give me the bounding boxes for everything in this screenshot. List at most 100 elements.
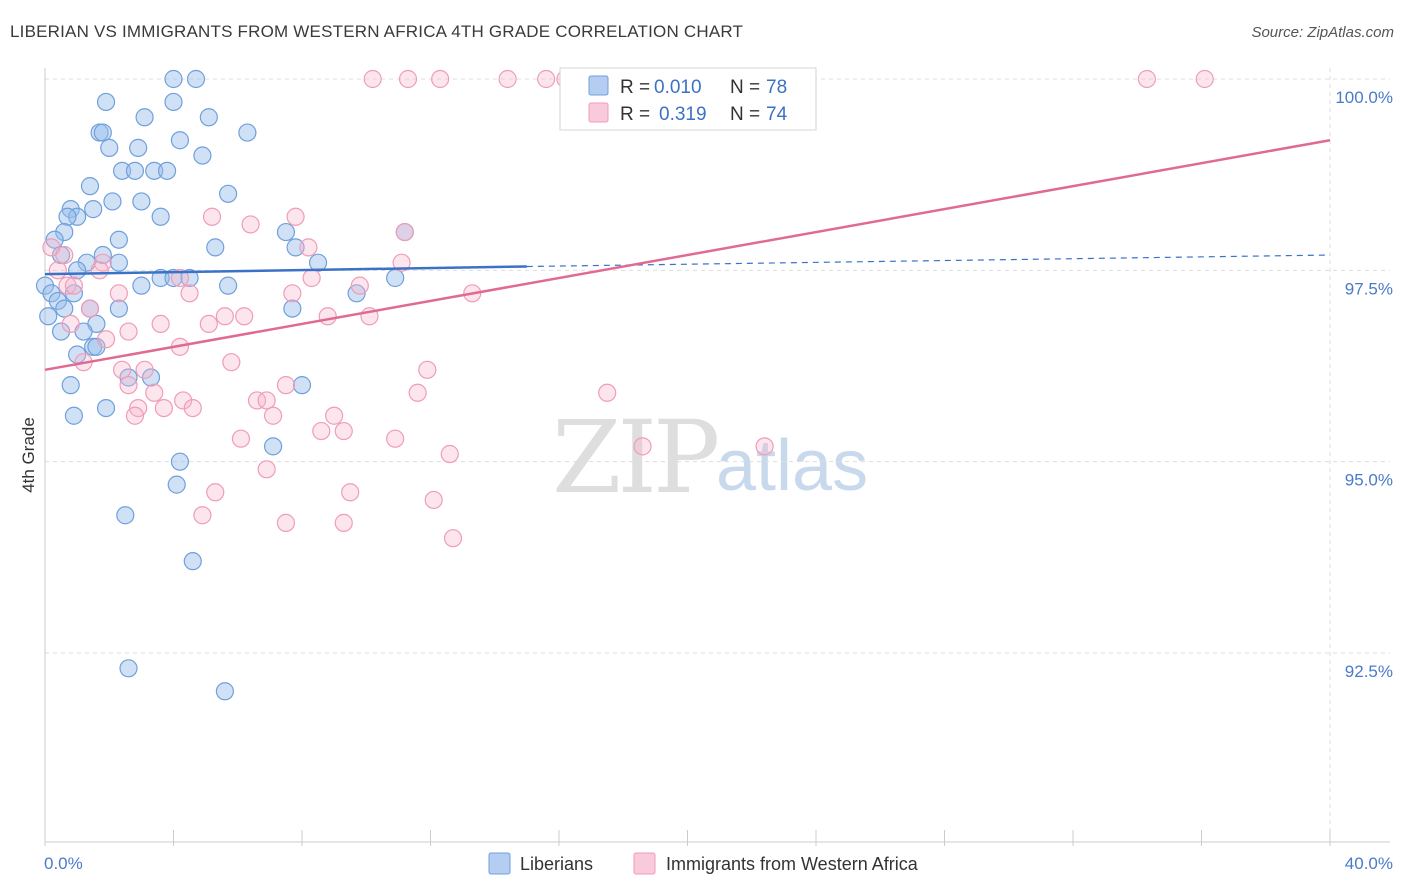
data-point-liberians bbox=[93, 245, 112, 265]
trend-line-liberians bbox=[44, 265, 527, 276]
data-point-liberians bbox=[64, 406, 84, 425]
y-tick-label: 95.0% bbox=[1345, 471, 1393, 490]
data-point-liberians bbox=[103, 192, 122, 211]
data-point-liberians bbox=[145, 161, 164, 180]
data-point-western-africa bbox=[443, 529, 463, 548]
data-point-liberians bbox=[132, 192, 151, 211]
data-point-western-africa bbox=[257, 391, 276, 410]
data-point-liberians bbox=[68, 261, 87, 280]
data-point-liberians bbox=[183, 552, 202, 571]
legend-r-value-1: 0.010 bbox=[654, 77, 702, 98]
data-point-western-africa bbox=[135, 360, 154, 379]
legend-n-value-1: 78 bbox=[766, 77, 787, 98]
source-credit: Source: ZipAtlas.com bbox=[1251, 24, 1394, 41]
x-tick-label: 0.0% bbox=[44, 854, 83, 873]
legend-n-value-2: 74 bbox=[766, 104, 788, 125]
data-point-western-africa bbox=[286, 207, 305, 226]
data-point-western-africa bbox=[151, 314, 170, 334]
data-point-western-africa bbox=[398, 69, 418, 89]
data-point-western-africa bbox=[96, 330, 116, 349]
data-point-liberians bbox=[164, 92, 183, 112]
data-point-western-africa bbox=[755, 437, 774, 456]
data-point-western-africa bbox=[395, 222, 414, 242]
data-point-western-africa bbox=[241, 215, 260, 234]
data-point-liberians bbox=[283, 299, 302, 318]
data-point-western-africa bbox=[334, 421, 353, 441]
data-point-western-africa bbox=[341, 483, 360, 502]
trend-line-western-africa bbox=[44, 138, 1331, 372]
data-point-western-africa bbox=[199, 314, 218, 334]
data-point-liberians bbox=[125, 161, 145, 180]
series-liberians bbox=[35, 69, 414, 701]
data-point-liberians bbox=[109, 299, 128, 318]
data-point-liberians bbox=[87, 337, 106, 356]
data-point-liberians bbox=[51, 322, 71, 341]
data-point-western-africa bbox=[247, 391, 267, 410]
data-point-western-africa bbox=[598, 383, 617, 402]
data-point-western-africa bbox=[170, 268, 190, 288]
legend-swatch-pink bbox=[588, 102, 609, 123]
data-point-liberians bbox=[55, 299, 74, 318]
data-point-western-africa bbox=[431, 69, 450, 89]
data-point-western-africa bbox=[299, 238, 318, 257]
data-point-liberians bbox=[39, 307, 58, 326]
data-point-liberians bbox=[167, 475, 186, 494]
data-point-liberians bbox=[199, 108, 218, 127]
legend-swatch-blue bbox=[588, 75, 609, 96]
data-point-liberians bbox=[96, 398, 116, 418]
data-point-liberians bbox=[276, 222, 296, 242]
data-point-western-africa bbox=[325, 406, 344, 425]
y-axis-label: 4th Grade bbox=[19, 417, 38, 493]
data-point-western-africa bbox=[61, 314, 80, 334]
data-point-western-africa bbox=[58, 276, 77, 295]
data-point-liberians bbox=[386, 268, 405, 288]
data-point-liberians bbox=[68, 207, 87, 226]
data-point-western-africa bbox=[112, 360, 132, 379]
data-point-liberians bbox=[170, 131, 190, 150]
legend-n-label-2: N = bbox=[730, 104, 760, 125]
data-point-western-africa bbox=[276, 513, 296, 532]
series-legend-label-liberians: Liberians bbox=[520, 854, 593, 874]
data-point-liberians bbox=[238, 123, 257, 142]
data-point-western-africa bbox=[418, 360, 437, 379]
data-point-liberians bbox=[135, 108, 154, 127]
watermark: ZIP atlas bbox=[552, 399, 868, 516]
watermark-zip: ZIP bbox=[552, 399, 717, 516]
data-point-western-africa bbox=[206, 483, 225, 502]
series-legend-swatch-pink bbox=[633, 852, 656, 875]
data-point-liberians bbox=[215, 682, 234, 701]
data-point-western-africa bbox=[222, 353, 241, 372]
data-point-western-africa bbox=[231, 429, 251, 448]
data-point-liberians bbox=[109, 253, 128, 272]
data-point-liberians bbox=[109, 230, 128, 249]
data-point-liberians bbox=[93, 123, 112, 142]
data-point-western-africa bbox=[55, 245, 74, 265]
legend-r-value-2: 0.319 bbox=[659, 104, 707, 125]
data-point-western-africa bbox=[174, 391, 193, 410]
data-point-liberians bbox=[206, 238, 225, 257]
data-point-liberians bbox=[219, 276, 238, 295]
y-tick-label: 92.5% bbox=[1345, 662, 1393, 681]
data-point-western-africa bbox=[350, 276, 369, 295]
data-point-liberians bbox=[151, 207, 170, 226]
data-point-western-africa bbox=[257, 460, 276, 479]
data-point-liberians bbox=[151, 268, 170, 288]
data-point-western-africa bbox=[183, 398, 202, 418]
data-point-western-africa bbox=[498, 69, 517, 89]
data-point-western-africa bbox=[263, 406, 283, 425]
data-point-liberians bbox=[119, 659, 138, 678]
data-point-liberians bbox=[96, 92, 116, 112]
data-point-western-africa bbox=[119, 376, 138, 395]
data-point-liberians bbox=[61, 376, 80, 395]
data-point-liberians bbox=[219, 184, 238, 203]
data-point-western-africa bbox=[180, 284, 199, 303]
data-point-western-africa bbox=[633, 437, 652, 456]
data-point-western-africa bbox=[386, 429, 405, 448]
data-point-liberians bbox=[132, 276, 151, 295]
data-point-western-africa bbox=[1137, 69, 1156, 89]
data-point-western-africa bbox=[145, 383, 164, 402]
y-tick-label: 100.0% bbox=[1335, 88, 1393, 107]
data-point-liberians bbox=[193, 146, 212, 165]
data-point-western-africa bbox=[193, 506, 212, 525]
data-point-western-africa bbox=[440, 444, 459, 464]
